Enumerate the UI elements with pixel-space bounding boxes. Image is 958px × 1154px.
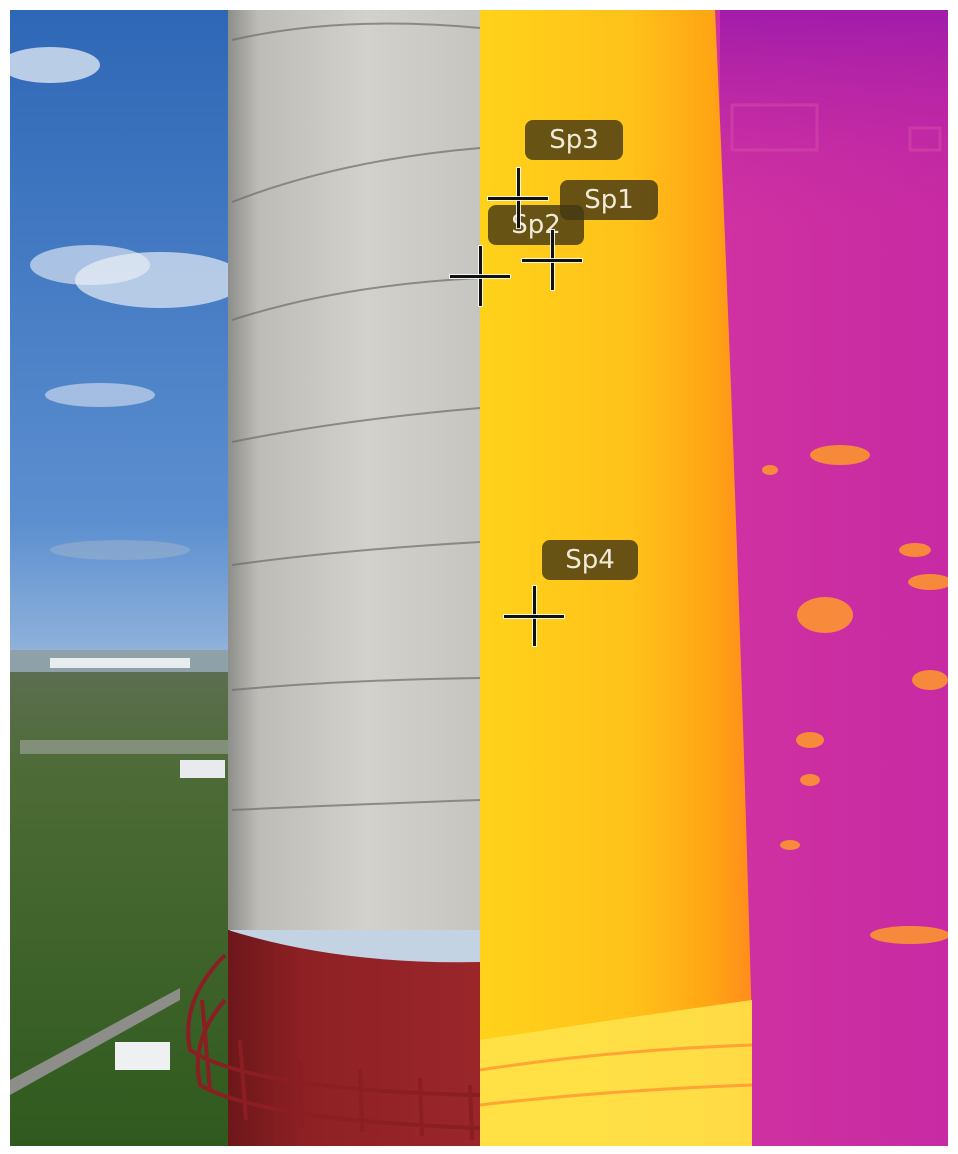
visible-photo xyxy=(10,10,481,1146)
house xyxy=(115,1042,170,1070)
balcony-railing xyxy=(186,953,481,1141)
spot-marker-sp3 xyxy=(488,168,548,228)
town xyxy=(20,740,230,754)
split-photo xyxy=(10,10,948,1146)
road xyxy=(10,988,180,1095)
spot-marker-sp4 xyxy=(504,586,564,646)
cloud xyxy=(50,540,190,560)
spot-marker-sp2 xyxy=(450,246,510,306)
thermal-chimney-base xyxy=(480,1000,752,1146)
thermal-hot-spots xyxy=(762,445,948,944)
distant-building xyxy=(50,658,190,668)
cloud xyxy=(30,245,150,285)
spot-label-sp2: Sp2 xyxy=(488,205,584,245)
spot-label-sp1: Sp1 xyxy=(560,180,658,220)
chimney-joints xyxy=(231,22,481,811)
cloud xyxy=(10,47,100,83)
spot-label-sp3: Sp3 xyxy=(525,120,623,160)
thermal-background-top xyxy=(720,10,948,230)
spot-marker-sp1 xyxy=(522,230,582,290)
chimney-red-band xyxy=(228,930,480,1146)
chimney-concrete xyxy=(228,10,480,930)
spot-label-sp4: Sp4 xyxy=(542,540,638,580)
photo-frame: Sp3 Sp1 Sp2 Sp4 xyxy=(10,10,948,1146)
thermal-structures xyxy=(730,103,942,152)
building xyxy=(180,760,225,778)
cloud xyxy=(45,383,155,407)
thermal-railing xyxy=(479,1043,753,1107)
